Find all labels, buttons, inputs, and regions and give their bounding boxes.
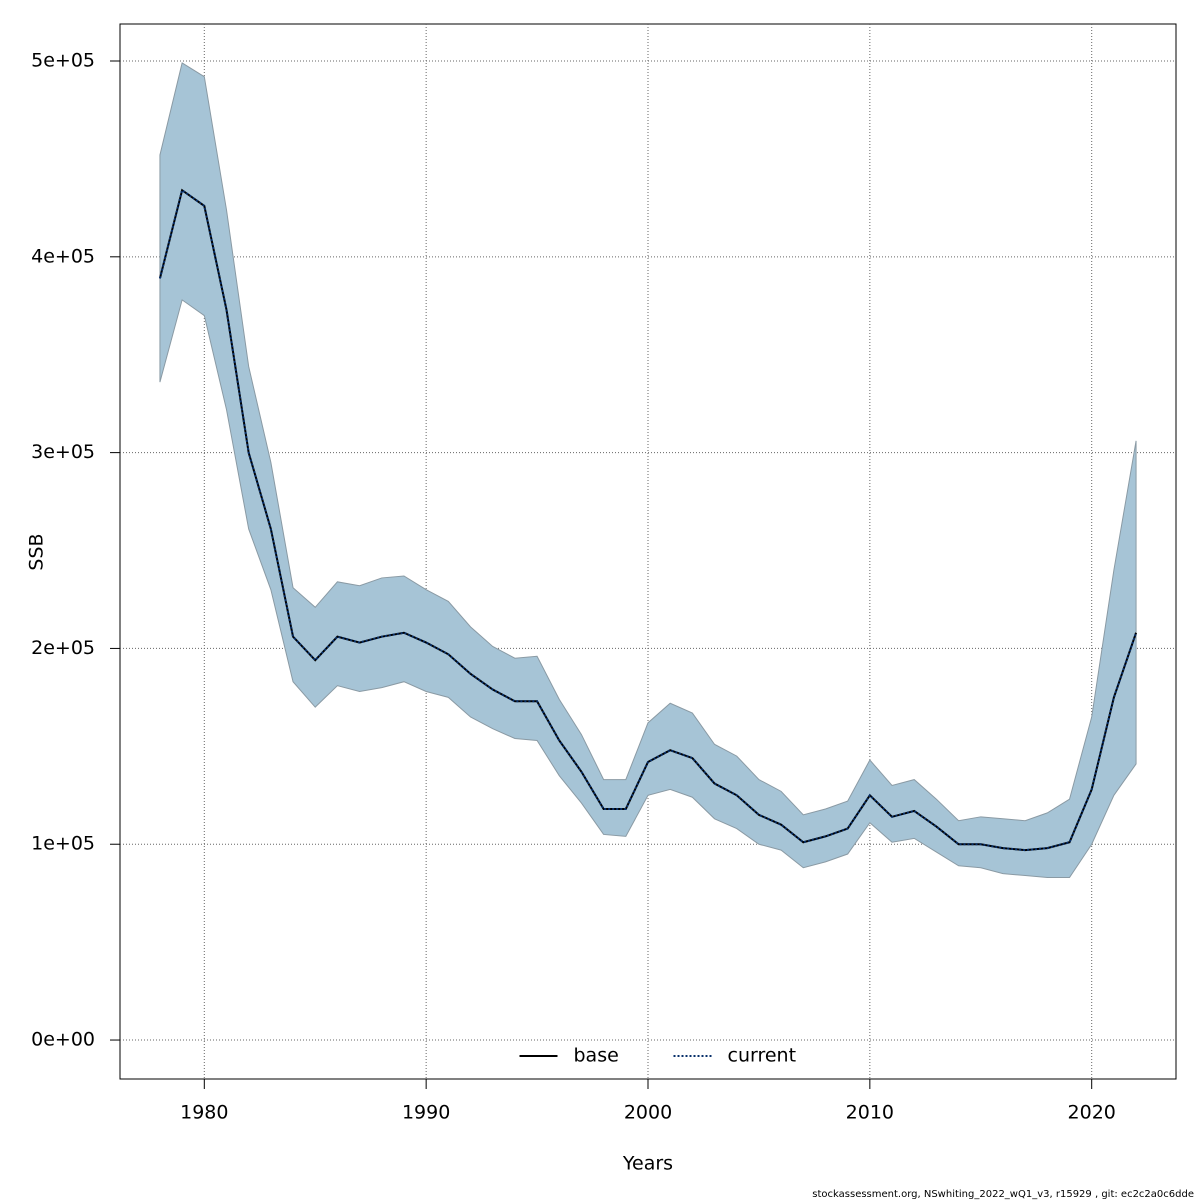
x-tick-label: 1980 xyxy=(180,1102,228,1124)
x-tick-label: 1990 xyxy=(402,1102,450,1124)
x-tick-label: 2010 xyxy=(846,1102,894,1124)
y-tick-label: 4e+05 xyxy=(31,245,95,267)
confidence-band xyxy=(159,62,1137,879)
x-tick-label: 2000 xyxy=(624,1102,672,1124)
x-axis-label: Years xyxy=(622,1153,673,1175)
footer: stockassessment.org, NSwhiting_2022_wQ1_… xyxy=(812,1189,1194,1200)
y-axis-label: SSB xyxy=(26,533,48,570)
legend-label: base xyxy=(574,1045,619,1067)
y-tick-label: 1e+05 xyxy=(31,833,95,855)
y-tick-label: 5e+05 xyxy=(31,50,95,72)
y-tick-label: 0e+00 xyxy=(31,1029,95,1051)
series-line xyxy=(158,188,1138,852)
y-tick-label: 3e+05 xyxy=(31,441,95,463)
y-tick-label: 2e+05 xyxy=(31,637,95,659)
x-tick-label: 2020 xyxy=(1068,1102,1116,1124)
legend-label: current xyxy=(728,1045,797,1067)
